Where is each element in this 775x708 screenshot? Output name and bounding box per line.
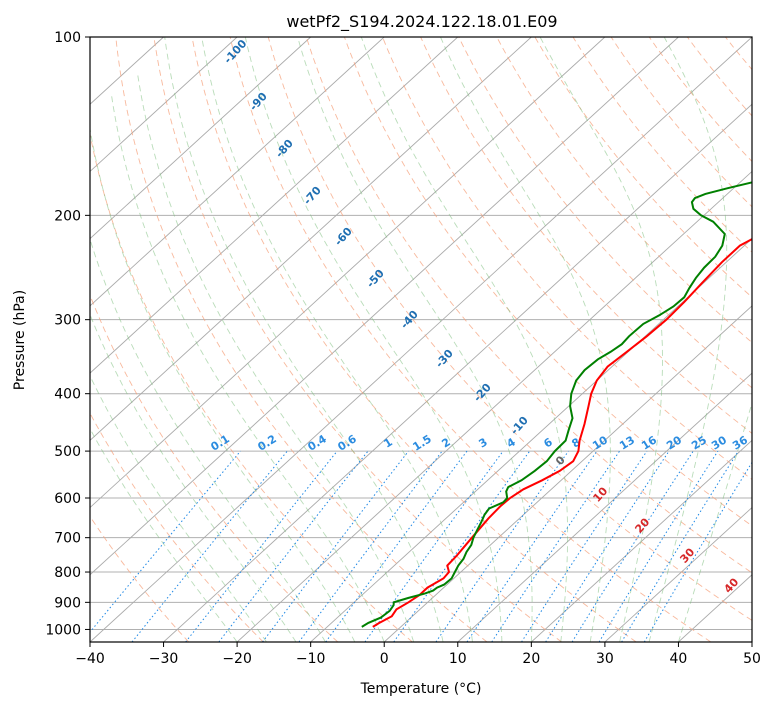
y-tick-label: 500	[54, 444, 81, 460]
x-tick-label: 50	[743, 651, 761, 667]
x-tick-label: 30	[596, 651, 614, 667]
dry-adiabat	[534, 37, 752, 298]
mixing-ratio-line	[90, 450, 241, 633]
mixing-ratio-line	[598, 450, 719, 642]
x-tick-label: −10	[296, 651, 326, 667]
mixing-ratio-line	[435, 450, 569, 642]
x-axis: −40 −30 −20 −10 0 10 20 30 40 50	[75, 642, 761, 667]
dry-adiabat	[496, 37, 752, 344]
y-tick-label: 400	[54, 387, 81, 403]
moist-adiabat	[440, 37, 611, 642]
x-tick-label: −40	[75, 651, 105, 667]
mixing-ratio-line	[621, 450, 739, 642]
isotherm-line	[90, 37, 311, 240]
x-tick-label: 10	[449, 651, 467, 667]
isotherm-line	[236, 170, 752, 642]
isotherm-line	[90, 37, 459, 374]
dry-adiabat	[343, 37, 752, 527]
moist-adiabat	[201, 37, 473, 642]
mixing-ratio-line	[393, 450, 531, 642]
y-tick-label: 700	[54, 531, 81, 547]
isotherm-line	[90, 37, 752, 642]
dry-adiabat	[90, 131, 413, 642]
dry-adiabat	[90, 412, 264, 642]
y-tick-label: 200	[54, 208, 81, 224]
moist-adiabat	[110, 94, 385, 642]
y-tick-label: 100	[54, 30, 81, 46]
mixing-ratio-line	[185, 450, 338, 642]
temperature-profile	[372, 237, 752, 628]
dewpoint-profile	[361, 181, 752, 628]
x-tick-label: 40	[670, 651, 688, 667]
mixing-ratio-line	[571, 450, 694, 642]
moist-adiabat	[90, 374, 267, 642]
moist-adiabat	[297, 37, 533, 642]
dry-adiabat	[420, 37, 752, 434]
mixing-ratio-line	[643, 461, 752, 642]
isotherm-line	[90, 37, 606, 509]
dry-adiabat	[648, 37, 752, 163]
x-axis-label: Temperature (°C)	[360, 681, 482, 697]
isotherm-line	[90, 37, 679, 576]
x-tick-label: −30	[149, 651, 179, 667]
moist-adiabat	[244, 37, 503, 642]
y-tick-label: 300	[54, 313, 81, 329]
moist-adiabat	[677, 401, 752, 642]
y-axis: 1000 900 800 700 600 500 400 300 200 100	[45, 30, 90, 638]
y-axis-label: Pressure (hPa)	[12, 290, 28, 390]
isotherm-line	[90, 37, 385, 307]
dry-adiabat	[458, 37, 752, 389]
moist-adiabat	[648, 37, 728, 642]
isotherm-line	[163, 103, 752, 642]
isotherm-line	[457, 372, 752, 642]
y-tick-label: 1000	[45, 622, 81, 638]
isotherm-line	[383, 305, 752, 642]
background-lines	[90, 37, 752, 642]
y-tick-label: 800	[54, 565, 81, 581]
mixing-ratio-line	[545, 450, 670, 642]
dry-adiabat	[191, 37, 637, 642]
moist-adiabat	[90, 427, 238, 642]
isotherm-line	[90, 37, 238, 173]
dry-adiabat	[229, 37, 712, 642]
isotherm-line	[604, 506, 752, 642]
y-tick-label: 600	[54, 491, 81, 507]
mixing-ratio-line	[262, 450, 409, 642]
dry-adiabat	[90, 294, 339, 642]
mixing-ratio-line	[218, 450, 369, 642]
mixing-ratio-line	[131, 450, 288, 642]
dry-adiabat	[305, 37, 752, 574]
mixing-ratio-line	[364, 450, 504, 642]
moist-adiabat	[360, 37, 569, 642]
moist-adiabat	[90, 126, 356, 642]
moist-adiabat	[539, 37, 663, 642]
x-tick-label: 0	[380, 651, 389, 667]
chart-title: wetPf2_S194.2024.122.18.01.E09	[286, 12, 557, 32]
dry-adiabat	[572, 37, 752, 253]
isotherm-line	[90, 37, 532, 441]
y-tick-label: 900	[54, 595, 81, 611]
plot-frame	[89, 36, 753, 643]
moist-adiabat	[164, 37, 444, 642]
profiles	[361, 181, 752, 628]
isotherm-line	[531, 439, 752, 642]
mixing-ratio-line	[466, 450, 598, 642]
x-tick-label: −20	[222, 651, 252, 667]
dry-adiabat	[153, 37, 562, 642]
x-tick-label: 20	[522, 651, 540, 667]
